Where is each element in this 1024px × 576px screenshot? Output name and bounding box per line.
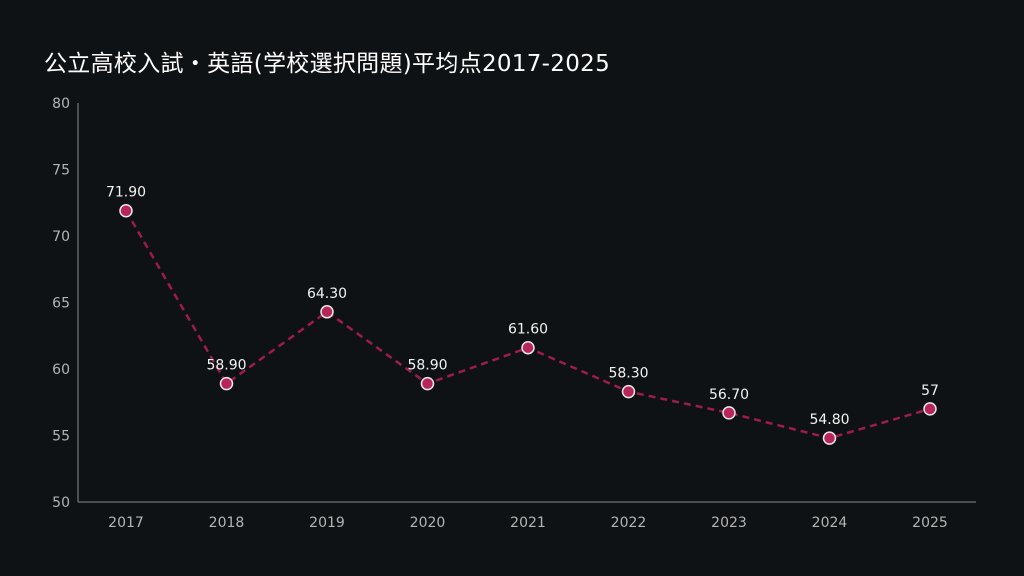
- data-point[interactable]: [621, 384, 636, 399]
- data-label: 61.60: [508, 322, 548, 338]
- x-tick-label: 2022: [611, 515, 647, 531]
- series-layer: [119, 203, 937, 445]
- y-tick-labels: 50 55 60 65 70 75 80: [52, 96, 70, 511]
- x-tick-label: 2018: [209, 515, 245, 531]
- y-tick-label: 50: [52, 495, 70, 511]
- y-tick-label: 65: [52, 296, 70, 312]
- data-label: 58.90: [206, 358, 246, 374]
- data-label: 56.70: [709, 387, 749, 403]
- data-labels: 71.90 58.90 64.30 58.90 61.60 58.30 56.70 54.80…: [106, 185, 939, 428]
- y-tick-label: 80: [52, 96, 70, 112]
- y-tick-label: 60: [52, 362, 70, 378]
- x-tick-label: 2019: [309, 515, 345, 531]
- data-label: 57: [921, 383, 939, 399]
- y-tick-label: 75: [52, 163, 70, 179]
- data-point[interactable]: [320, 305, 334, 319]
- data-point[interactable]: [521, 340, 535, 355]
- x-tick-label: 2020: [410, 515, 446, 531]
- data-label: 64.30: [307, 286, 347, 302]
- data-label: 71.90: [106, 185, 146, 201]
- data-point[interactable]: [219, 376, 234, 391]
- data-point[interactable]: [119, 203, 133, 218]
- x-tick-label: 2025: [912, 515, 948, 531]
- data-point[interactable]: [923, 402, 937, 416]
- y-tick-label: 55: [52, 429, 70, 445]
- x-tick-label: 2017: [108, 515, 144, 531]
- data-label: 58.30: [608, 366, 648, 382]
- data-point[interactable]: [420, 376, 435, 391]
- data-label: 54.80: [809, 412, 849, 428]
- x-tick-label: 2021: [510, 515, 546, 531]
- x-tick-label: 2024: [812, 515, 848, 531]
- x-tick-label: 2023: [711, 515, 747, 531]
- data-point[interactable]: [822, 431, 837, 445]
- data-point[interactable]: [722, 406, 736, 420]
- chart-title: 公立高校入試・英語(学校選択問題)平均点2017-2025: [44, 51, 611, 77]
- data-label: 58.90: [407, 358, 447, 374]
- axes: [77, 103, 976, 503]
- x-tick-labels: 2017 2018 2019 2020 2021 2022 2023 2024 2025: [108, 515, 948, 531]
- y-tick-label: 70: [52, 229, 70, 245]
